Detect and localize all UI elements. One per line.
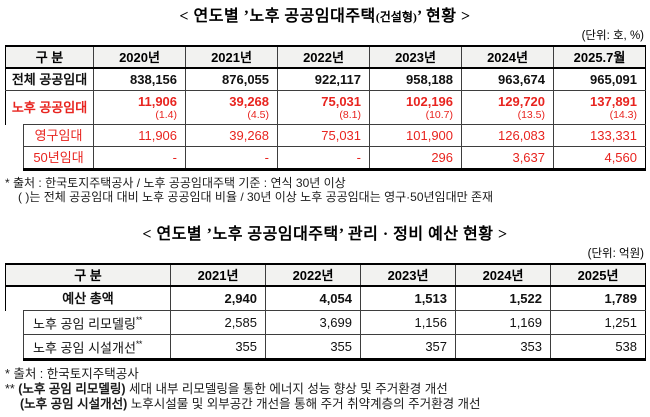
cell-value: 4,054	[265, 285, 362, 311]
footnote-note-1: ( )는 전체 공공임대 대비 노후 공공임대 비율 / 30년 이상 노후 공…	[18, 190, 494, 204]
cell-value-with-pct: 137,891 (14.3)	[553, 90, 647, 125]
cell-value: 75,031	[277, 124, 371, 147]
cell-value: 2,940	[170, 285, 267, 311]
table2-header-2022: 2022년	[265, 263, 362, 287]
section1-title: < 연도별 ’노후 공공임대주택(건설형)’ 현황 >	[5, 7, 645, 27]
table1-header-2020: 2020년	[93, 45, 187, 69]
table2-header-2023: 2023년	[360, 263, 457, 287]
cell-value: 922,117	[277, 67, 371, 91]
table1-row-permanent: 영구임대 11,906 39,268 75,031 101,900 126,08…	[6, 124, 647, 147]
indent-spacer	[6, 311, 24, 335]
cell-value: 838,156	[93, 67, 187, 91]
cell-value-with-pct: 129,720 (13.5)	[461, 90, 555, 125]
cell-value: 355	[170, 334, 267, 361]
aging-rental-budget-table: 구 분 2021년 2022년 2023년 2024년 2025년 예산 총액 …	[4, 263, 647, 361]
table2-row-remodeling: 노후 공임 리모델링** 2,585 3,699 1,156 1,169 1,2…	[6, 310, 647, 335]
row-label-facility: 노후 공임 시설개선**	[22, 334, 172, 361]
footnote-remodeling-def: ** (노후 공임 리모델링) 세대 내부 리모델링을 통한 에너지 성능 향상…	[5, 382, 448, 396]
cell-value: -	[277, 146, 371, 171]
table1-row-total: 전체 공공임대 838,156 876,055 922,117 958,188 …	[4, 67, 647, 91]
cell-value: 3,637	[461, 146, 555, 171]
section2-title: < 연도별 ’노후 공공임대주택’ 관리 · 정비 예산 현황 >	[142, 226, 508, 243]
unit-label-1: (단위: 호, %)	[581, 30, 644, 42]
cell-value: 876,055	[185, 67, 279, 91]
row-label-permanent-rental: 영구임대	[22, 124, 95, 147]
cell-value: 958,188	[369, 67, 463, 91]
cell-value: 1,169	[455, 310, 552, 335]
table1-header-2021: 2021년	[185, 45, 279, 69]
cell-value: 39,268	[185, 124, 279, 147]
footnote-source-1: * 출처 : 한국토지주택공사 / 노후 공공임대주택 기준 : 연식 30년 …	[5, 176, 346, 190]
title1-paren-small: (건설형)	[375, 10, 417, 24]
cell-value: 11,906	[93, 124, 187, 147]
cell-value: -	[185, 146, 279, 171]
section1-footnotes: * 출처 : 한국토지주택공사 / 노후 공공임대주택 기준 : 연식 30년 …	[5, 176, 645, 204]
table1-header-category: 구 분	[4, 45, 95, 69]
table1-header-2022: 2022년	[277, 45, 371, 69]
table1-header-2025-07: 2025.7월	[553, 45, 647, 69]
table2-header-row: 구 분 2021년 2022년 2023년 2024년 2025년	[4, 263, 647, 287]
cell-value: 3,699	[265, 310, 362, 335]
title1-suffix: ’ 현황 >	[416, 8, 471, 25]
table1-row-aging: 노후 공공임대 11,906 (1.4) 39,268 (4.5) 75,031 (8…	[4, 90, 647, 125]
cell-value: 101,900	[369, 124, 463, 147]
table1-header-2024: 2024년	[461, 45, 555, 69]
cell-value: 126,083	[461, 124, 555, 147]
table1-row-fifty-year: 50년임대 - - - 296 3,637 4,560	[6, 146, 647, 171]
cell-value-with-pct: 11,906 (1.4)	[93, 90, 187, 125]
cell-value: 357	[360, 334, 457, 361]
cell-value: 963,674	[461, 67, 555, 91]
table2-row-facility: 노후 공임 시설개선** 355 355 357 353 538	[6, 334, 647, 361]
cell-value: 965,091	[553, 67, 647, 91]
cell-value-with-pct: 75,031 (8.1)	[277, 90, 371, 125]
double-asterisk-marker: **	[135, 339, 143, 350]
cell-value: 2,585	[170, 310, 267, 335]
cell-value: 538	[550, 334, 647, 361]
table2-header-2025: 2025년	[550, 263, 647, 287]
cell-value: 296	[369, 146, 463, 171]
cell-value: 4,560	[553, 146, 647, 171]
cell-value: 1,522	[455, 285, 552, 311]
cell-value: 353	[455, 334, 552, 361]
cell-value: 1,789	[550, 285, 647, 311]
row-label-budget-total: 예산 총액	[4, 285, 172, 311]
cell-value: -	[93, 146, 187, 171]
double-asterisk-marker: **	[135, 315, 143, 326]
table2-header-2021: 2021년	[170, 263, 267, 287]
row-label-total-rental: 전체 공공임대	[4, 67, 95, 91]
cell-value: 1,156	[360, 310, 457, 335]
indent-spacer	[6, 147, 24, 170]
table2-row-budget-total: 예산 총액 2,940 4,054 1,513 1,522 1,789	[4, 285, 647, 311]
row-label-fifty-year-rental: 50년임대	[22, 146, 95, 171]
cell-value: 133,331	[553, 124, 647, 147]
title1-main: < 연도별 ’노후 공공임대주택	[179, 8, 376, 25]
indent-spacer	[6, 125, 24, 147]
footnote-facility-def: (노후 공임 시설개선) 노후시설물 및 외부공간 개선을 통해 주거 취약계층…	[20, 397, 481, 411]
indent-spacer	[6, 335, 24, 360]
cell-value-with-pct: 102,196 (10.7)	[369, 90, 463, 125]
table1-header-2023: 2023년	[369, 45, 463, 69]
aging-rental-status-table: 구 분 2020년 2021년 2022년 2023년 2024년 2025.7…	[4, 45, 647, 171]
table2-header-category: 구 분	[4, 263, 172, 287]
cell-value-with-pct: 39,268 (4.5)	[185, 90, 279, 125]
section2-footnotes: * 출처 : 한국토지주택공사 ** (노후 공임 리모델링) 세대 내부 리모…	[5, 367, 645, 412]
cell-value: 1,251	[550, 310, 647, 335]
cell-value: 355	[265, 334, 362, 361]
footnote-source-2: * 출처 : 한국토지주택공사	[5, 367, 139, 381]
cell-value: 1,513	[360, 285, 457, 311]
unit-label-2: (단위: 억원)	[587, 248, 644, 260]
row-label-aging-rental: 노후 공공임대	[4, 90, 95, 125]
row-label-remodeling: 노후 공임 리모델링**	[22, 310, 172, 335]
table2-header-2024: 2024년	[455, 263, 552, 287]
table1-header-row: 구 분 2020년 2021년 2022년 2023년 2024년 2025.7…	[4, 45, 647, 69]
